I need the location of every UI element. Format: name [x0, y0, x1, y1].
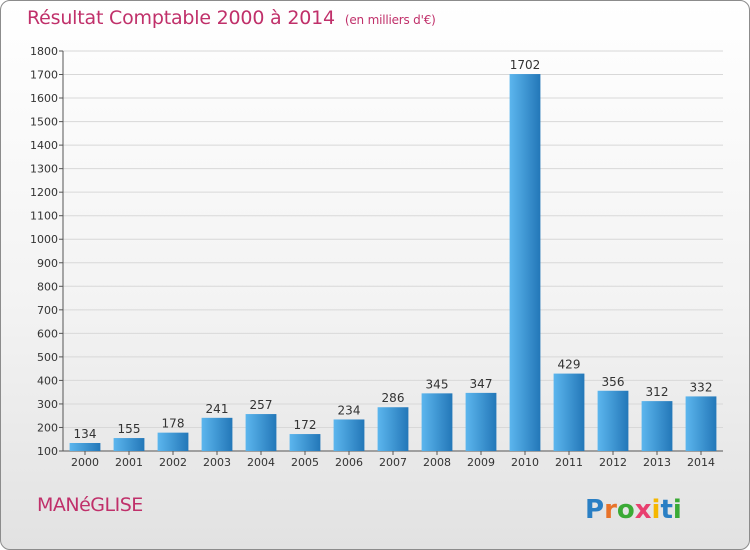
logo-letter: x — [635, 495, 652, 525]
bar-2014 — [685, 396, 717, 451]
bar-2011 — [553, 373, 585, 451]
x-tick-label: 2004 — [247, 456, 275, 469]
data-label: 356 — [602, 375, 625, 389]
y-tick-label: 800 — [37, 280, 58, 293]
x-tick-label: 2007 — [379, 456, 407, 469]
chart-title: Résultat Comptable 2000 à 2014 (en millie… — [27, 7, 436, 29]
logo-text: Proxiti — [585, 495, 682, 525]
bar-2008 — [421, 393, 453, 451]
y-tick-label: 900 — [37, 257, 58, 270]
bar-2010 — [509, 74, 541, 451]
bar-2004 — [245, 414, 277, 451]
data-labels: 134 155 178 241 257 172 234 286 345 347 1702 429 356… — [74, 58, 713, 441]
x-tick-label: 2001 — [115, 456, 143, 469]
x-tick-label: 2000 — [71, 456, 99, 469]
data-label: 134 — [74, 427, 97, 441]
bars — [69, 74, 717, 451]
city-name: MANéGLISE — [37, 494, 143, 516]
data-label: 345 — [426, 377, 449, 391]
y-tick-label: 600 — [37, 327, 58, 340]
data-label: 286 — [382, 391, 405, 405]
y-tick-label: 1400 — [30, 139, 58, 152]
x-tick-labels: 2000 2001 2002 2003 2004 2005 2006 2007 2008 2009… — [71, 456, 715, 469]
proxiti-logo[interactable]: Proxiti — [583, 489, 693, 529]
logo-letter: o — [617, 495, 635, 525]
y-tick-labels: 100 200 300 400 500 600 700 800 900 1000 1100 1200 1… — [30, 45, 58, 458]
logo-letter: i — [652, 495, 661, 525]
y-tick-label: 700 — [37, 304, 58, 317]
data-label: 347 — [470, 377, 493, 391]
data-label: 234 — [338, 403, 361, 417]
bar-2006 — [333, 419, 365, 451]
data-label: 178 — [162, 417, 185, 431]
bar-2002 — [157, 432, 189, 451]
y-tick-label: 1200 — [30, 186, 58, 199]
x-tick-label: 2009 — [467, 456, 495, 469]
y-tick-label: 400 — [37, 374, 58, 387]
bar-2013 — [641, 401, 673, 451]
x-tick-label: 2003 — [203, 456, 231, 469]
y-tick-label: 1700 — [30, 69, 58, 82]
y-tick-label: 1300 — [30, 163, 58, 176]
chart-subtitle: (en milliers d'€) — [344, 13, 436, 27]
x-tick-label: 2011 — [555, 456, 583, 469]
x-tick-label: 2006 — [335, 456, 363, 469]
y-tick-label: 1100 — [30, 210, 58, 223]
bar-2001 — [113, 438, 145, 451]
y-tick-label: 500 — [37, 351, 58, 364]
x-tick-label: 2013 — [643, 456, 671, 469]
bar-2003 — [201, 417, 233, 451]
y-tick-label: 1600 — [30, 92, 58, 105]
bar-2005 — [289, 434, 321, 451]
logo-letter: i — [673, 495, 682, 525]
logo-letter: r — [604, 495, 617, 525]
y-tick-label: 1800 — [30, 45, 58, 58]
data-label: 429 — [558, 358, 581, 372]
x-tick-label: 2010 — [511, 456, 539, 469]
data-label: 172 — [294, 418, 317, 432]
data-label: 241 — [206, 402, 229, 416]
data-label: 332 — [690, 380, 713, 394]
bar-2009 — [465, 392, 497, 451]
y-tick-label: 1500 — [30, 116, 58, 129]
data-label: 155 — [118, 422, 141, 436]
x-tick-label: 2008 — [423, 456, 451, 469]
bar-2000 — [69, 443, 101, 451]
data-label: 257 — [250, 398, 273, 412]
x-tick-label: 2014 — [687, 456, 715, 469]
data-label: 1702 — [510, 58, 541, 72]
chart-title-text: Résultat Comptable 2000 à 2014 — [27, 7, 335, 29]
logo-letter: P — [585, 495, 604, 525]
x-tick-label: 2005 — [291, 456, 319, 469]
x-tick-label: 2002 — [159, 456, 187, 469]
bar-2012 — [597, 390, 629, 451]
y-tick-label: 1000 — [30, 233, 58, 246]
bar-chart: 134 155 178 241 257 172 234 286 345 347 1702 429 356… — [30, 45, 723, 469]
data-label: 312 — [646, 385, 669, 399]
logo-letter: t — [660, 495, 672, 525]
x-tick-label: 2012 — [599, 456, 627, 469]
y-tick-label: 200 — [37, 421, 58, 434]
y-tick-label: 300 — [37, 398, 58, 411]
y-tick-label: 100 — [37, 445, 58, 458]
bar-2007 — [377, 407, 409, 451]
